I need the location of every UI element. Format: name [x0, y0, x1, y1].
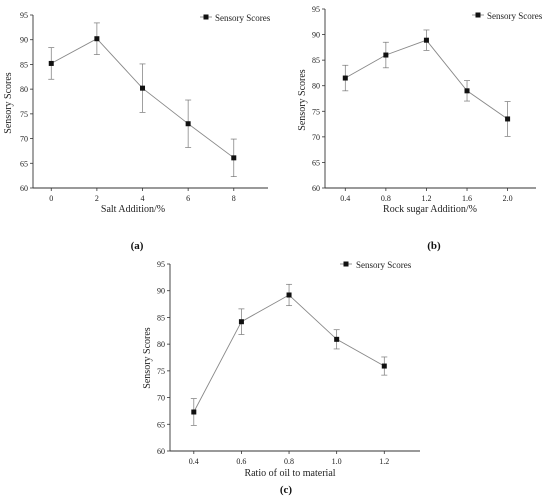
chart-a-ylabel: Sensory Scores [3, 72, 14, 133]
chart-c-data-point [286, 292, 292, 298]
chart-b-legend-label: Sensory Scores [487, 11, 543, 21]
chart-a-data-point [140, 85, 146, 91]
panel-a: 60 65 70 75 80 85 90 95 0 2 4 6 8 Sensory Scores Sal… [3, 11, 271, 252]
chart-b-y-tick-label: 75 [312, 107, 320, 116]
chart-b-x-tick-label: 1.6 [462, 194, 472, 203]
chart-b-y-tick-label: 80 [312, 82, 320, 91]
chart-b-x-tick-label: 1.2 [421, 194, 431, 203]
chart-a-x-tick-label: 2 [95, 194, 99, 203]
chart-a-x-tick-label: 0 [49, 194, 53, 203]
chart-a-legend-marker [203, 14, 209, 20]
chart-c-y-tick-label: 90 [157, 287, 165, 296]
chart-b-y-tick-label: 85 [312, 56, 320, 65]
chart-c-plot-area: 60 65 70 75 80 85 90 95 0.4 0.6 0.8 1.0 1.2 [157, 260, 420, 466]
chart-c-y-tick-label: 65 [157, 420, 165, 429]
chart-c-legend-label: Sensory Scores [356, 260, 412, 270]
chart-a-y-tick-label: 85 [20, 60, 28, 69]
chart-b-data-point [464, 88, 470, 94]
chart-b-y-tick-label: 65 [312, 158, 320, 167]
chart-c-x-tick-label: 1.0 [332, 457, 342, 466]
chart-b-y-tick-label: 90 [312, 31, 320, 40]
chart-c-data-point [381, 363, 387, 369]
chart-b-series-line [345, 39, 508, 120]
chart-a-x-tick-label: 6 [186, 194, 190, 203]
chart-c-y-tick-label: 85 [157, 313, 165, 322]
chart-b-xlabel: Rock sugar Addition/% [383, 204, 477, 215]
chart-b-data-point [342, 75, 348, 81]
chart-a-y-tick-label: 90 [20, 36, 28, 45]
chart-a-x-tick-label: 8 [232, 194, 236, 203]
chart-b-y-tick-label: 70 [312, 133, 320, 142]
chart-a-legend-label: Sensory Scores [215, 13, 271, 23]
chart-b-x-tick-label: 0.4 [340, 194, 350, 203]
chart-c-ylabel: Sensory Scores [142, 327, 153, 388]
chart-a-x-tick-label: 4 [141, 194, 145, 203]
panel-label-a: (a) [131, 240, 144, 252]
chart-c-xlabel: Ratio of oil to material [244, 468, 335, 479]
panel-label-b: (b) [427, 240, 441, 252]
chart-a-y-tick-label: 75 [20, 110, 28, 119]
chart-c-x-tick-label: 0.8 [284, 457, 294, 466]
chart-a-data-point [48, 60, 54, 66]
chart-c-y-tick-label: 60 [157, 447, 165, 456]
chart-b-y-tick-label: 95 [312, 5, 320, 14]
chart-a-data-point [185, 121, 191, 127]
chart-b-ylabel: Sensory Scores [297, 69, 308, 130]
panel-c: 60 65 70 75 80 85 90 95 0.4 0.6 0.8 1.0 1.2 Sensory … [142, 260, 420, 496]
chart-a-plot-area: 60 65 70 75 80 85 90 95 0 2 4 6 8 [20, 11, 268, 203]
chart-a-y-tick-label: 80 [20, 85, 28, 94]
chart-c-y-tick-label: 95 [157, 260, 165, 269]
chart-c-y-tick-label: 80 [157, 340, 165, 349]
chart-c-x-tick-label: 1.2 [379, 457, 389, 466]
chart-b-plot-area: 60 65 70 75 80 85 90 95 0.4 0.8 1.2 1.6 2.0 [312, 5, 536, 203]
chart-c-x-tick-label: 0.4 [189, 457, 199, 466]
chart-b-legend-marker [475, 12, 481, 18]
chart-a-y-tick-label: 65 [20, 159, 28, 168]
panel-b: 60 65 70 75 80 85 90 95 0.4 0.8 1.2 1.6 2.0 Sensory … [297, 5, 543, 252]
chart-c-y-tick-label: 75 [157, 367, 165, 376]
chart-a-y-tick-label: 95 [20, 11, 28, 20]
chart-c-legend-marker [343, 261, 349, 267]
chart-c-series-line [193, 294, 385, 413]
chart-c-data-point [238, 319, 244, 325]
chart-c-data-point [334, 336, 340, 342]
chart-a-y-tick-label: 60 [20, 184, 28, 193]
chart-a-y-tick-label: 70 [20, 135, 28, 144]
chart-b-data-point [383, 52, 389, 58]
chart-b-x-tick-label: 0.8 [381, 194, 391, 203]
chart-b-data-point [505, 116, 511, 122]
chart-b-y-tick-label: 60 [312, 184, 320, 193]
panel-label-c: (c) [280, 484, 293, 496]
chart-b-data-point [423, 37, 429, 43]
chart-c-data-point [191, 409, 197, 415]
chart-b-x-tick-label: 2.0 [503, 194, 513, 203]
chart-a-xlabel: Salt Addition/% [101, 204, 165, 215]
chart-a-data-point [94, 36, 100, 42]
chart-c-x-tick-label: 0.6 [236, 457, 246, 466]
chart-c-y-tick-label: 70 [157, 394, 165, 403]
chart-a-data-point [231, 155, 237, 161]
